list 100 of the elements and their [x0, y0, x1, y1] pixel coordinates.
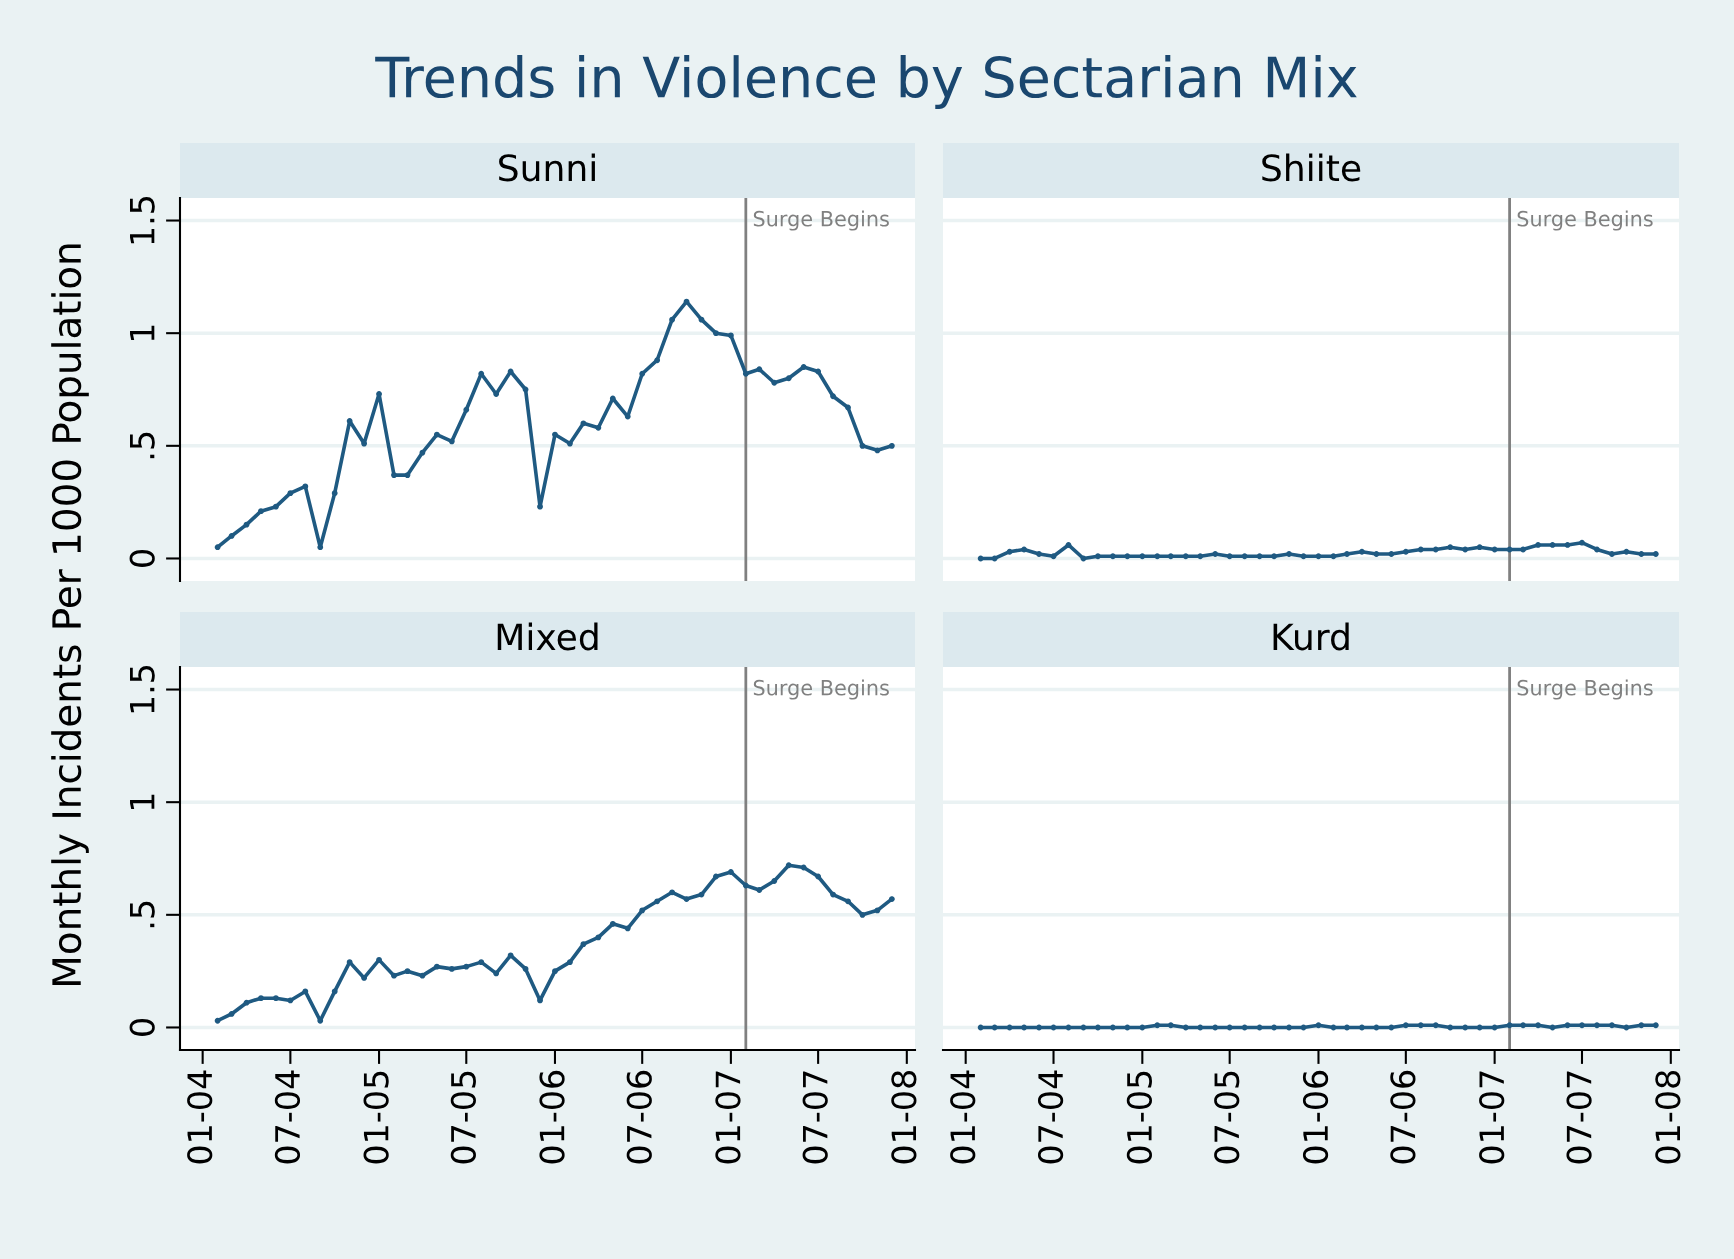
point — [713, 873, 719, 880]
y-tick-label: 1.5 — [130, 665, 155, 713]
point — [361, 440, 368, 447]
chart-title: Shiite — [1262, 153, 1361, 182]
x-tick-label: 01-06 — [539, 1070, 565, 1164]
y-axis-title: Monthly Incidents Per 1000 Population — [51, 244, 89, 985]
point — [1506, 546, 1513, 553]
point — [463, 406, 470, 413]
point — [522, 965, 529, 972]
point — [1476, 544, 1483, 551]
point — [552, 431, 558, 438]
y-tick-label: 0 — [129, 1019, 155, 1036]
point — [1447, 544, 1454, 551]
point — [507, 952, 514, 959]
point — [1579, 539, 1585, 546]
point — [756, 887, 763, 893]
point — [537, 997, 543, 1004]
ref-line-label: Surge Begins — [753, 210, 889, 231]
point — [727, 332, 734, 339]
y-tick-label: .5 — [130, 901, 155, 928]
x-tick-label: 01-06 — [1302, 1070, 1329, 1164]
point — [742, 882, 749, 889]
point — [228, 533, 235, 539]
point — [1564, 542, 1571, 548]
point — [346, 418, 353, 424]
point — [1491, 546, 1498, 553]
point — [404, 472, 411, 479]
point — [243, 521, 250, 528]
x-tick-label: 07-04 — [274, 1070, 301, 1164]
point — [493, 970, 500, 977]
point — [683, 298, 690, 305]
point — [566, 440, 573, 447]
point — [1050, 553, 1057, 560]
point — [1006, 548, 1013, 555]
point — [1402, 548, 1409, 555]
point — [522, 386, 529, 393]
point — [580, 420, 587, 427]
point — [1535, 542, 1541, 548]
x-tick-label: 07-05 — [450, 1071, 476, 1164]
point — [771, 379, 778, 386]
chart-title: Sunni — [499, 153, 595, 182]
point — [669, 889, 676, 896]
point — [815, 368, 822, 375]
point — [888, 896, 895, 902]
point — [595, 424, 602, 431]
point — [977, 555, 984, 562]
point — [1256, 553, 1263, 560]
point — [1241, 553, 1248, 560]
point — [1036, 551, 1042, 557]
point — [1080, 555, 1087, 562]
point — [888, 442, 895, 449]
point — [1549, 542, 1556, 548]
point — [302, 988, 309, 995]
y-tick-label: 1 — [130, 794, 155, 810]
point — [419, 449, 426, 456]
x-tick-label: 07-07 — [802, 1071, 828, 1164]
point — [1154, 553, 1161, 560]
point — [433, 431, 440, 438]
point — [1358, 548, 1365, 555]
point — [1167, 553, 1174, 560]
x-tick-label: 07-07 — [1566, 1071, 1592, 1164]
point — [609, 920, 616, 927]
point — [1315, 553, 1322, 560]
point — [698, 891, 705, 898]
point — [874, 447, 881, 454]
point — [800, 364, 807, 370]
point — [845, 404, 851, 411]
point — [302, 483, 309, 490]
point — [785, 375, 792, 382]
point — [317, 544, 324, 551]
point — [566, 959, 573, 966]
point — [815, 873, 822, 880]
x-tick-label: 01-04 — [950, 1070, 976, 1164]
point — [580, 941, 587, 948]
chart-title: Mixed — [497, 622, 598, 651]
point — [1417, 546, 1424, 553]
point — [830, 891, 836, 898]
point — [331, 988, 338, 995]
point — [376, 956, 382, 963]
point — [830, 393, 836, 400]
point — [639, 370, 646, 377]
x-tick-label: 07-04 — [1037, 1070, 1064, 1164]
point — [1271, 553, 1277, 560]
point — [874, 907, 881, 914]
point — [859, 911, 866, 918]
point — [1124, 553, 1131, 560]
point — [1520, 546, 1527, 553]
ref-line-label: Surge Begins — [1517, 210, 1653, 231]
point — [859, 442, 866, 449]
point — [272, 503, 279, 510]
x-tick-label: 01-08 — [891, 1071, 917, 1164]
y-tick-label: 1 — [130, 325, 155, 341]
point — [1212, 551, 1219, 557]
x-tick-label: 01-07 — [715, 1071, 741, 1164]
x-tick-label: 01-07 — [1479, 1071, 1505, 1164]
point — [552, 968, 558, 975]
point — [1095, 553, 1101, 560]
y-tick-label: 1.5 — [130, 196, 155, 244]
point — [683, 896, 690, 902]
point — [845, 898, 851, 905]
